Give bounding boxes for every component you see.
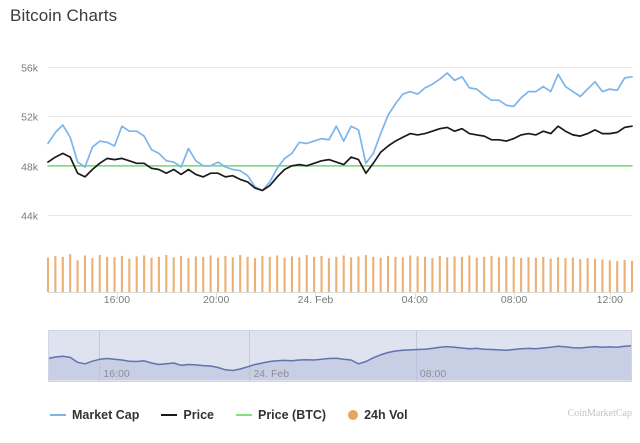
y-axis-tick-label: 56k [21, 62, 39, 74]
navigator-x-tick-label: 08:00 [420, 368, 446, 380]
navigator[interactable]: 16:00 24. Feb 08:00 [0, 322, 640, 394]
navigator-area-fill [48, 345, 632, 380]
line-swatch-icon [161, 414, 178, 416]
x-axis-tick-label: 04:00 [402, 294, 428, 305]
main-plot-svg[interactable]: 44k 48k 52k 56k 16:00 20:00 24. Feb 04:00 08:00… [0, 40, 640, 305]
x-axis-tick-label: 20:00 [203, 294, 229, 305]
legend-item-label: Price [183, 408, 214, 422]
legend-item-label: 24h Vol [364, 408, 408, 422]
x-axis-tick-label: 16:00 [104, 294, 130, 305]
x-axis-tick-label: 12:00 [597, 294, 623, 305]
line-swatch-icon [50, 414, 66, 416]
page-title: Bitcoin Charts [10, 6, 118, 25]
y-axis-labels-group: 44k 48k 52k 56k [21, 62, 39, 222]
x-axis-ticks-group [117, 292, 611, 298]
legend-item[interactable]: Price [161, 408, 214, 422]
navigator-series-line [47, 345, 633, 372]
x-axis-labels-group: 16:00 20:00 24. Feb 04:00 08:00 12:00 [104, 294, 623, 305]
navigator-x-labels-group: 16:00 24. Feb 08:00 [103, 368, 446, 380]
y-axis-tick-label: 48k [21, 161, 39, 173]
navigator-svg[interactable]: 16:00 24. Feb 08:00 [0, 322, 640, 394]
legend-item[interactable]: Price (BTC) [235, 408, 327, 422]
navigator-x-tick-label: 24. Feb [253, 368, 289, 380]
legend-item-label: Market Cap [72, 408, 140, 422]
legend-item-label: Price (BTC) [257, 408, 327, 422]
y-axis-tick-label: 52k [21, 111, 39, 123]
legend-item[interactable]: Market Cap [50, 408, 139, 422]
watermark: CoinMarketCap [567, 408, 632, 419]
series-line-market-cap [47, 72, 633, 192]
volume-bars-group [46, 254, 634, 292]
line-swatch-icon [235, 414, 252, 416]
x-axis-tick-label: 24. Feb [298, 294, 334, 305]
main-plot-area[interactable]: 44k 48k 52k 56k 16:00 20:00 24. Feb 04:00 08:00… [0, 40, 640, 305]
series-line-price [47, 125, 633, 192]
navigator-outline [48, 330, 632, 382]
x-axis-tick-label: 08:00 [501, 294, 527, 305]
legend-item[interactable]: 24h Vol [348, 408, 408, 422]
navigator-x-tick-label: 16:00 [103, 368, 129, 380]
dot-swatch-icon [348, 410, 359, 420]
gridlines-group [48, 67, 632, 216]
y-axis-tick-label: 44k [21, 210, 39, 222]
chart-legend: Market Cap Price Price (BTC) 24h Vol [0, 400, 640, 430]
